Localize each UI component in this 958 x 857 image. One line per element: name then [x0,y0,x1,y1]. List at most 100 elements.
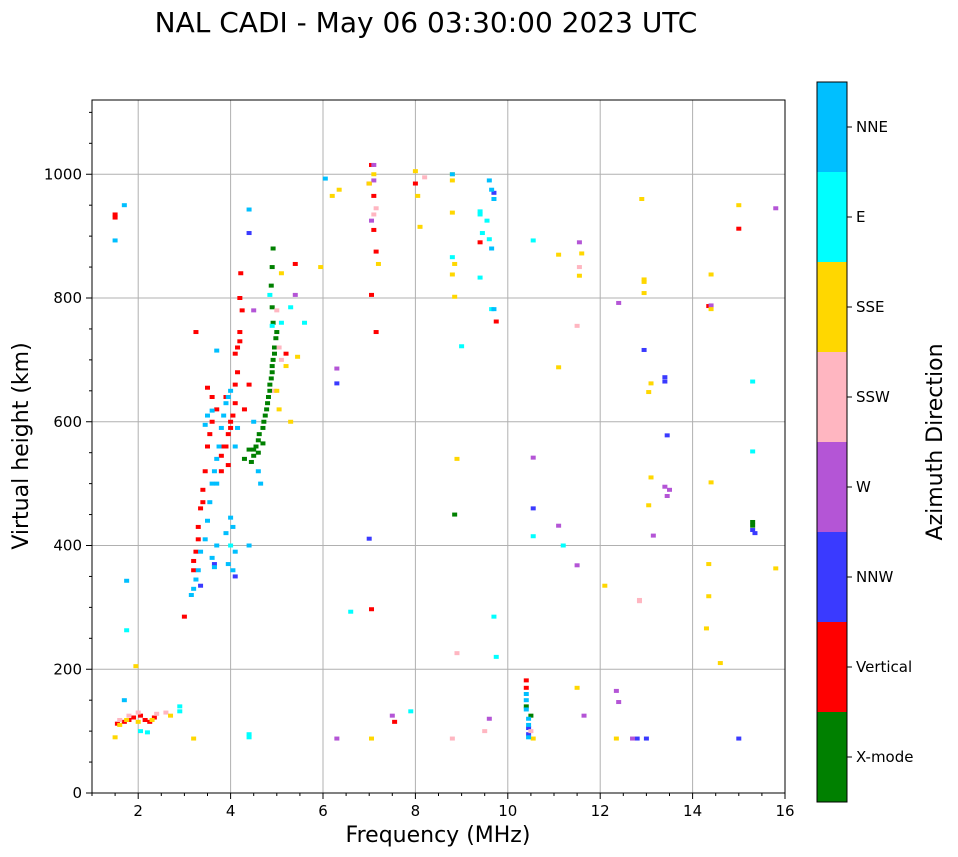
data-point [703,626,709,631]
data-point [648,381,654,386]
data-point [207,432,213,437]
data-point [225,395,231,399]
y-axis-label: Virtual height (km) [9,342,34,549]
data-point [273,336,279,341]
data-point [708,272,714,277]
data-point [246,447,252,452]
data-point [251,447,257,452]
x-tick-label: 6 [318,802,328,820]
data-point [239,308,245,313]
data-point [750,519,756,524]
data-point [154,711,160,716]
data-point [228,388,234,393]
data-point [717,661,723,666]
data-point [295,354,301,359]
data-point [491,307,497,312]
data-point [369,292,375,297]
data-point [526,732,532,737]
colorbar-segment [817,712,847,802]
data-point [274,308,280,313]
data-point [151,715,157,720]
data-point [265,395,271,399]
colorbar-tick-label: W [856,478,871,496]
data-point [366,181,372,186]
data-point [613,736,619,741]
data-point [177,704,183,709]
data-point [228,543,234,548]
data-point [329,193,335,198]
data-point [276,345,282,350]
data-point [228,419,234,424]
data-point [241,456,247,461]
data-point [256,432,262,437]
data-point [209,481,215,486]
data-point [248,459,254,464]
data-point [211,565,217,570]
data-point [523,707,529,712]
data-point [251,308,257,313]
data-point [235,345,241,350]
data-point [269,364,275,369]
data-point [214,407,220,412]
data-point [246,231,252,236]
data-point [486,178,492,183]
data-point [124,628,130,633]
colorbar-tick-label: NNE [856,118,888,136]
data-point [736,203,742,208]
data-point [131,715,137,720]
data-point [523,704,529,709]
y-tick-label: 400 [53,537,82,555]
data-point [750,528,756,533]
colorbar-segment [817,622,847,712]
data-point [477,212,483,217]
colorbar-tick-label: E [856,208,865,226]
data-point [334,366,340,371]
data-point [773,206,779,211]
data-point [576,240,582,245]
data-point [205,385,210,390]
x-tick-label: 16 [775,802,794,820]
data-point [251,419,257,424]
chart-title: NAL CADI - May 06 03:30:00 2023 UTC [155,6,698,39]
data-point [641,277,647,282]
data-point [205,444,210,449]
data-point [664,494,670,498]
data-point [574,563,580,568]
data-point [261,419,267,424]
data-point [750,523,756,528]
data-point [258,481,264,486]
data-point [278,271,284,276]
colorbar-segment [817,442,847,532]
y-tick-label: 800 [53,289,82,307]
data-point [322,176,328,181]
data-point [246,735,252,740]
data-point [639,197,645,201]
data-point [269,305,275,310]
data-point [235,370,241,375]
data-point [270,357,276,362]
data-point [392,719,398,724]
data-point [191,586,197,591]
data-point [117,722,123,727]
data-point [267,382,273,387]
data-point [736,226,742,231]
data-point [207,500,213,505]
data-point [664,433,670,438]
data-point [193,577,199,582]
data-point [646,390,652,395]
data-point [202,469,208,474]
data-point [641,291,647,296]
data-point [526,722,532,727]
data-point [369,607,375,612]
data-point [214,348,220,353]
data-point [205,518,210,523]
data-point [237,330,243,335]
data-point [209,419,215,424]
x-tick-label: 2 [133,802,143,820]
data-point [292,261,298,266]
data-point [117,717,123,722]
data-point [216,444,222,449]
x-axis-label: Frequency (MHz) [346,823,531,848]
data-point [706,562,712,567]
data-point [214,543,220,548]
